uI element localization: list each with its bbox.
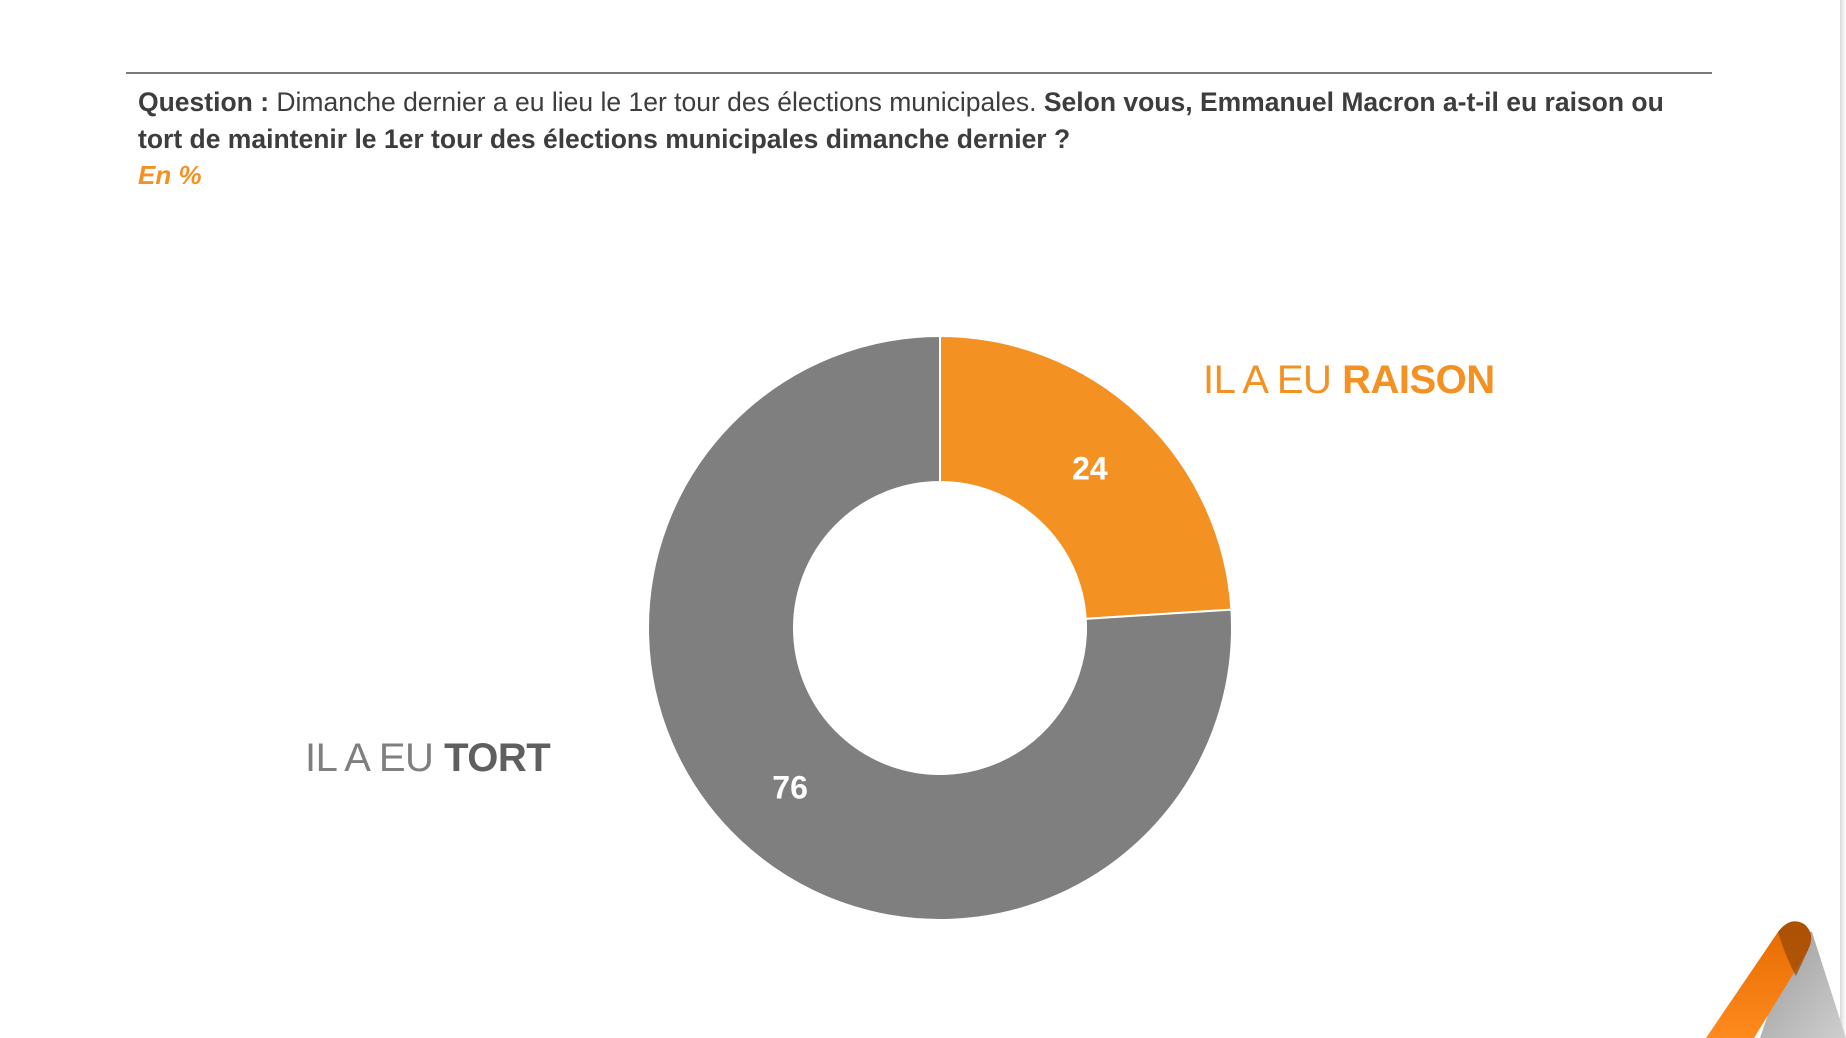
legend-raison: IL A EU RAISON xyxy=(1203,358,1495,403)
slice-raison xyxy=(939,334,1233,620)
unit-label: En % xyxy=(138,160,202,190)
legend-raison-strong: RAISON xyxy=(1342,358,1495,402)
brand-logo-icon xyxy=(1706,921,1846,1038)
question-text: Question : Dimanche dernier a eu lieu le… xyxy=(138,84,1698,158)
legend-tort-strong: TORT xyxy=(444,736,551,780)
legend-tort: IL A EU TORT xyxy=(305,736,551,781)
top-divider xyxy=(126,72,1712,74)
slice-tort xyxy=(647,334,1233,921)
question-label: Question : xyxy=(138,87,270,117)
legend-raison-prefix: IL A EU xyxy=(1203,358,1332,402)
data-label-raison: 24 xyxy=(1072,450,1108,486)
question-main: Selon vous, Emmanuel Macron a-t-il eu ra… xyxy=(138,87,1664,154)
data-label-tort: 76 xyxy=(772,770,808,806)
legend-tort-prefix: IL A EU xyxy=(305,736,434,780)
slide-edge-shadow xyxy=(1840,0,1846,1038)
question-intro: Dimanche dernier a eu lieu le 1er tour d… xyxy=(276,87,1037,117)
